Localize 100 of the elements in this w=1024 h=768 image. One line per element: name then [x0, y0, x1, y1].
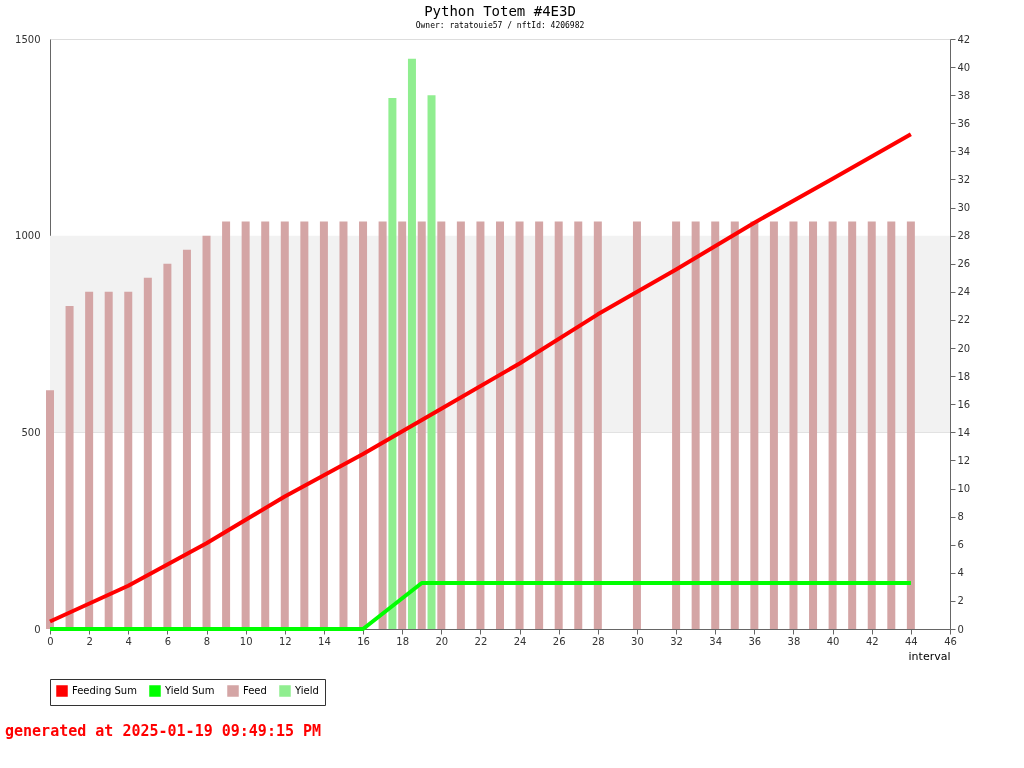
bar — [46, 390, 54, 629]
bar — [535, 221, 544, 629]
bar — [339, 221, 348, 629]
chart-subtitle: Owner: ratatouie57 / nftId: 4206982 — [415, 21, 585, 30]
bar — [887, 221, 896, 629]
y2-tick-label: 14 — [957, 426, 971, 438]
y2-tick-label: 32 — [957, 173, 971, 185]
bar — [241, 221, 250, 629]
bar — [809, 221, 818, 629]
legend-label: Yield — [294, 685, 319, 696]
y-tick-label: 500 — [21, 426, 41, 438]
y2-tick-label: 10 — [957, 483, 971, 495]
y2-tick-label: 30 — [957, 202, 971, 214]
y2-tick-label: 42 — [957, 33, 971, 45]
x-tick-label: 16 — [357, 635, 370, 647]
bar — [691, 221, 700, 629]
y-tick-label: 1000 — [15, 230, 41, 242]
x-tick-label: 22 — [474, 635, 488, 647]
y2-tick-label: 36 — [957, 117, 971, 129]
y2-tick-label: 22 — [957, 314, 971, 326]
x-tick-label: 18 — [396, 635, 410, 647]
y-tick-label: 0 — [34, 623, 41, 635]
x-tick-label: 34 — [709, 635, 723, 647]
bar — [319, 221, 328, 629]
bar — [730, 221, 739, 629]
bar — [261, 221, 270, 629]
line-series — [48, 132, 913, 624]
bar — [828, 221, 837, 629]
x-tick-label: 10 — [239, 635, 253, 647]
legend-label: Feed — [243, 685, 267, 696]
x-tick-label: 24 — [513, 635, 527, 647]
y2-tick-label: 8 — [957, 511, 964, 523]
bar — [359, 221, 368, 629]
bar — [65, 305, 74, 629]
x-tick-label: 20 — [435, 635, 449, 647]
bar — [593, 221, 602, 629]
bar — [280, 221, 289, 629]
x-tick-label: 44 — [905, 635, 918, 647]
bar — [388, 98, 397, 629]
y2-tick-label: 40 — [957, 61, 971, 73]
bar — [437, 221, 446, 629]
bar — [182, 249, 191, 629]
bar — [476, 221, 485, 629]
bar — [632, 221, 641, 629]
x-tick-label: 30 — [631, 635, 644, 647]
x-tick-label: 38 — [787, 635, 801, 647]
y2-tick-label: 6 — [957, 539, 964, 551]
x-tick-label: 0 — [47, 635, 54, 647]
bar — [906, 221, 915, 629]
bar — [427, 95, 436, 629]
y-tick-label: 1500 — [15, 33, 41, 45]
y2-tick-label: 38 — [957, 89, 971, 101]
bar — [574, 221, 583, 629]
text: generated at 2025-01-19 09:49:15 PM — [5, 722, 322, 740]
legend-label: Feeding Sum — [72, 685, 137, 696]
bar — [711, 221, 720, 629]
y2-tick-label: 20 — [957, 342, 971, 354]
bar — [672, 221, 681, 629]
x-tick-label: 46 — [944, 635, 957, 647]
y2-tick-label: 2 — [957, 595, 964, 607]
x-tick-label: 12 — [278, 635, 292, 647]
y2-tick-label: 24 — [957, 286, 971, 298]
bar — [143, 277, 152, 629]
y2-tick-label: 16 — [957, 398, 971, 410]
bar — [202, 235, 211, 629]
x-tick-label: 2 — [86, 635, 93, 647]
bar — [417, 221, 426, 629]
x-tick-label: 36 — [748, 635, 762, 647]
x-tick-label: 14 — [318, 635, 331, 647]
bar — [378, 221, 387, 629]
x-tick-label: 42 — [865, 635, 879, 647]
x-tick-label: 32 — [670, 635, 683, 647]
bar — [769, 221, 778, 629]
y2-tick-label: 0 — [957, 623, 964, 635]
x-tick-label: 26 — [552, 635, 566, 647]
y2-tick-label: 18 — [957, 370, 971, 382]
bar — [222, 221, 231, 629]
bar — [515, 221, 524, 629]
bar — [456, 221, 465, 629]
legend-label: Yield Sum — [164, 685, 215, 696]
x-axis-title: interval — [908, 649, 951, 663]
bar — [163, 263, 172, 629]
x-tick-label: 8 — [203, 635, 211, 647]
y2-tick-label: 4 — [957, 567, 964, 579]
chart-title: Python Totem #4E3D — [424, 3, 576, 19]
bar — [867, 221, 876, 629]
x-tick-label: 6 — [164, 635, 172, 647]
x-tick-label: 40 — [826, 635, 840, 647]
y2-tick-label: 34 — [957, 145, 971, 157]
bar — [85, 291, 94, 629]
x-tick-label: 28 — [591, 635, 605, 647]
y2-tick-label: 12 — [957, 454, 971, 466]
bar — [124, 291, 133, 629]
bar — [789, 221, 798, 629]
bar — [848, 221, 857, 629]
y2-tick-label: 26 — [957, 258, 971, 270]
bar — [407, 58, 416, 629]
bar — [554, 221, 563, 629]
bar — [104, 291, 113, 629]
y2-tick-label: 28 — [957, 230, 971, 242]
